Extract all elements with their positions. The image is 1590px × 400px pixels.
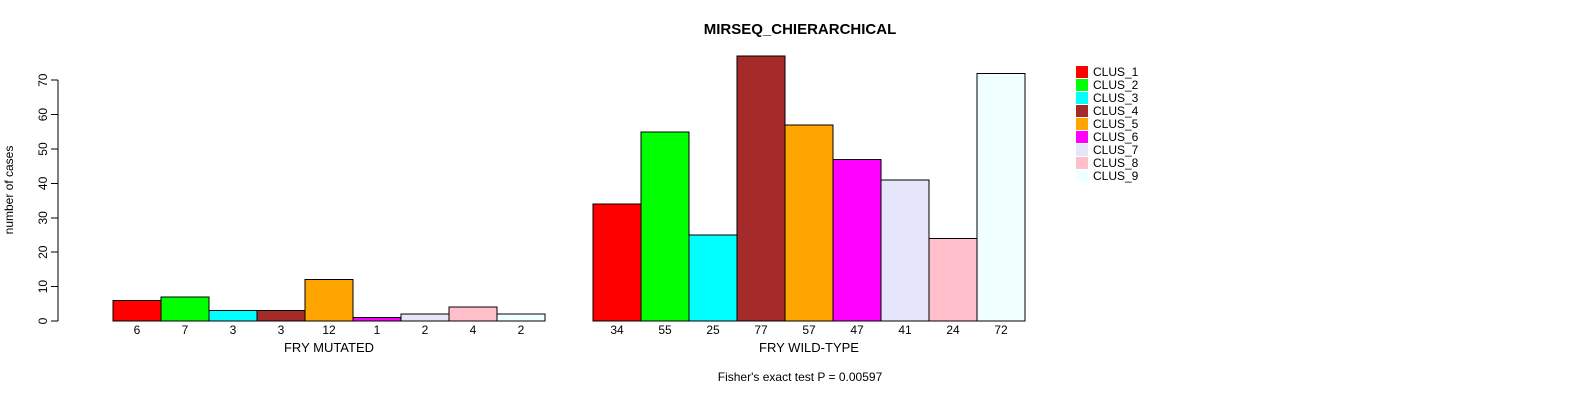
legend-item: CLUS_1 — [1076, 65, 1138, 78]
legend-swatch — [1076, 117, 1088, 130]
bar-clus_3 — [208, 310, 258, 322]
bar-clus_1 — [592, 203, 642, 322]
legend-swatch — [1076, 170, 1088, 183]
bar-value-label: 6 — [134, 323, 141, 337]
bar-clus_4 — [736, 55, 786, 322]
y-axis-label: number of cases — [2, 146, 16, 235]
y-tick-label: 10 — [36, 280, 50, 294]
y-tick-label: 40 — [36, 176, 50, 190]
bar-clus_7 — [880, 179, 930, 322]
bar-series: 6 7 3 3 12 1 2 4 2 34 55 25 77 57 47 41 24 72 — [112, 55, 1026, 337]
legend-label: CLUS_7 — [1093, 143, 1139, 158]
legend-item: CLUS_5 — [1076, 117, 1138, 130]
bar-clus_6 — [352, 317, 402, 322]
legend-swatch — [1076, 91, 1088, 104]
legend-item: CLUS_9 — [1076, 170, 1138, 183]
legend-label: CLUS_2 — [1093, 77, 1139, 92]
bar-value-label: 1 — [374, 323, 381, 337]
bar-value-label: 2 — [518, 323, 525, 337]
legend-item: CLUS_7 — [1076, 144, 1138, 157]
bar-value-label: 25 — [706, 323, 720, 337]
legend-item: CLUS_4 — [1076, 104, 1138, 117]
bar-clus_1 — [112, 299, 162, 322]
bar-value-label: 3 — [230, 323, 237, 337]
bar-clus_4 — [256, 310, 306, 322]
legend-swatch — [1076, 78, 1088, 91]
y-axis: 0 10 20 30 40 50 60 70 — [36, 73, 59, 324]
legend-label: CLUS_3 — [1093, 90, 1139, 105]
bar-value-label: 4 — [470, 323, 477, 337]
y-tick-label: 20 — [36, 245, 50, 259]
bar-value-label: 55 — [658, 323, 672, 337]
footnote: Fisher's exact test P = 0.00597 — [718, 370, 883, 384]
y-tick-label: 30 — [36, 211, 50, 225]
legend-label: CLUS_8 — [1093, 156, 1139, 171]
y-tick-label: 60 — [36, 108, 50, 122]
y-tick-label: 0 — [36, 317, 50, 324]
bar-value-label: 7 — [182, 323, 189, 337]
legend-label: CLUS_4 — [1093, 103, 1139, 118]
bar-value-label: 57 — [802, 323, 816, 337]
bar-clus_7 — [400, 313, 450, 322]
bar-clus_6 — [832, 158, 882, 322]
bar-value-label: 47 — [850, 323, 864, 337]
legend-swatch — [1076, 144, 1088, 157]
y-tick-label: 50 — [36, 142, 50, 156]
chart-title: MIRSEQ_CHIERARCHICAL — [704, 21, 897, 38]
bar-clus_9 — [496, 313, 546, 322]
bar-value-label: 34 — [610, 323, 624, 337]
bar-value-label: 77 — [754, 323, 768, 337]
legend: CLUS_1 CLUS_2 CLUS_3 CLUS_4 CLUS_5 CLUS_6 CLUS… — [1076, 65, 1138, 183]
bar-clus_9 — [976, 72, 1026, 322]
legend-swatch — [1076, 131, 1088, 144]
bar-clus_5 — [784, 124, 834, 322]
legend-item: CLUS_8 — [1076, 157, 1138, 170]
bar-clus_8 — [448, 306, 498, 322]
bar-value-label: 12 — [322, 323, 336, 337]
legend-label: CLUS_6 — [1093, 130, 1139, 145]
x-axis-label-group-2: FRY WILD-TYPE — [759, 340, 859, 355]
bar-clus_2 — [640, 131, 690, 322]
legend-item: CLUS_3 — [1076, 91, 1138, 104]
bar-value-label: 41 — [898, 323, 912, 337]
bar-clus_8 — [928, 237, 978, 322]
legend-label: CLUS_5 — [1093, 116, 1139, 131]
legend-swatch — [1076, 65, 1088, 78]
bar-clus_3 — [688, 234, 738, 322]
y-tick-label: 70 — [36, 73, 50, 87]
legend-item: CLUS_2 — [1076, 78, 1138, 91]
x-axis-label-group-1: FRY MUTATED — [284, 340, 374, 355]
legend-label: CLUS_9 — [1093, 169, 1139, 184]
bar-clus_5 — [304, 279, 354, 322]
legend-swatch — [1076, 157, 1088, 170]
bar-clus_2 — [160, 296, 210, 322]
bar-value-label: 24 — [946, 323, 960, 337]
legend-item: CLUS_6 — [1076, 130, 1139, 145]
bar-value-label: 2 — [422, 323, 429, 337]
bar-value-label: 72 — [994, 323, 1008, 337]
legend-label: CLUS_1 — [1093, 64, 1139, 79]
legend-swatch — [1076, 104, 1088, 117]
bar-value-label: 3 — [278, 323, 285, 337]
